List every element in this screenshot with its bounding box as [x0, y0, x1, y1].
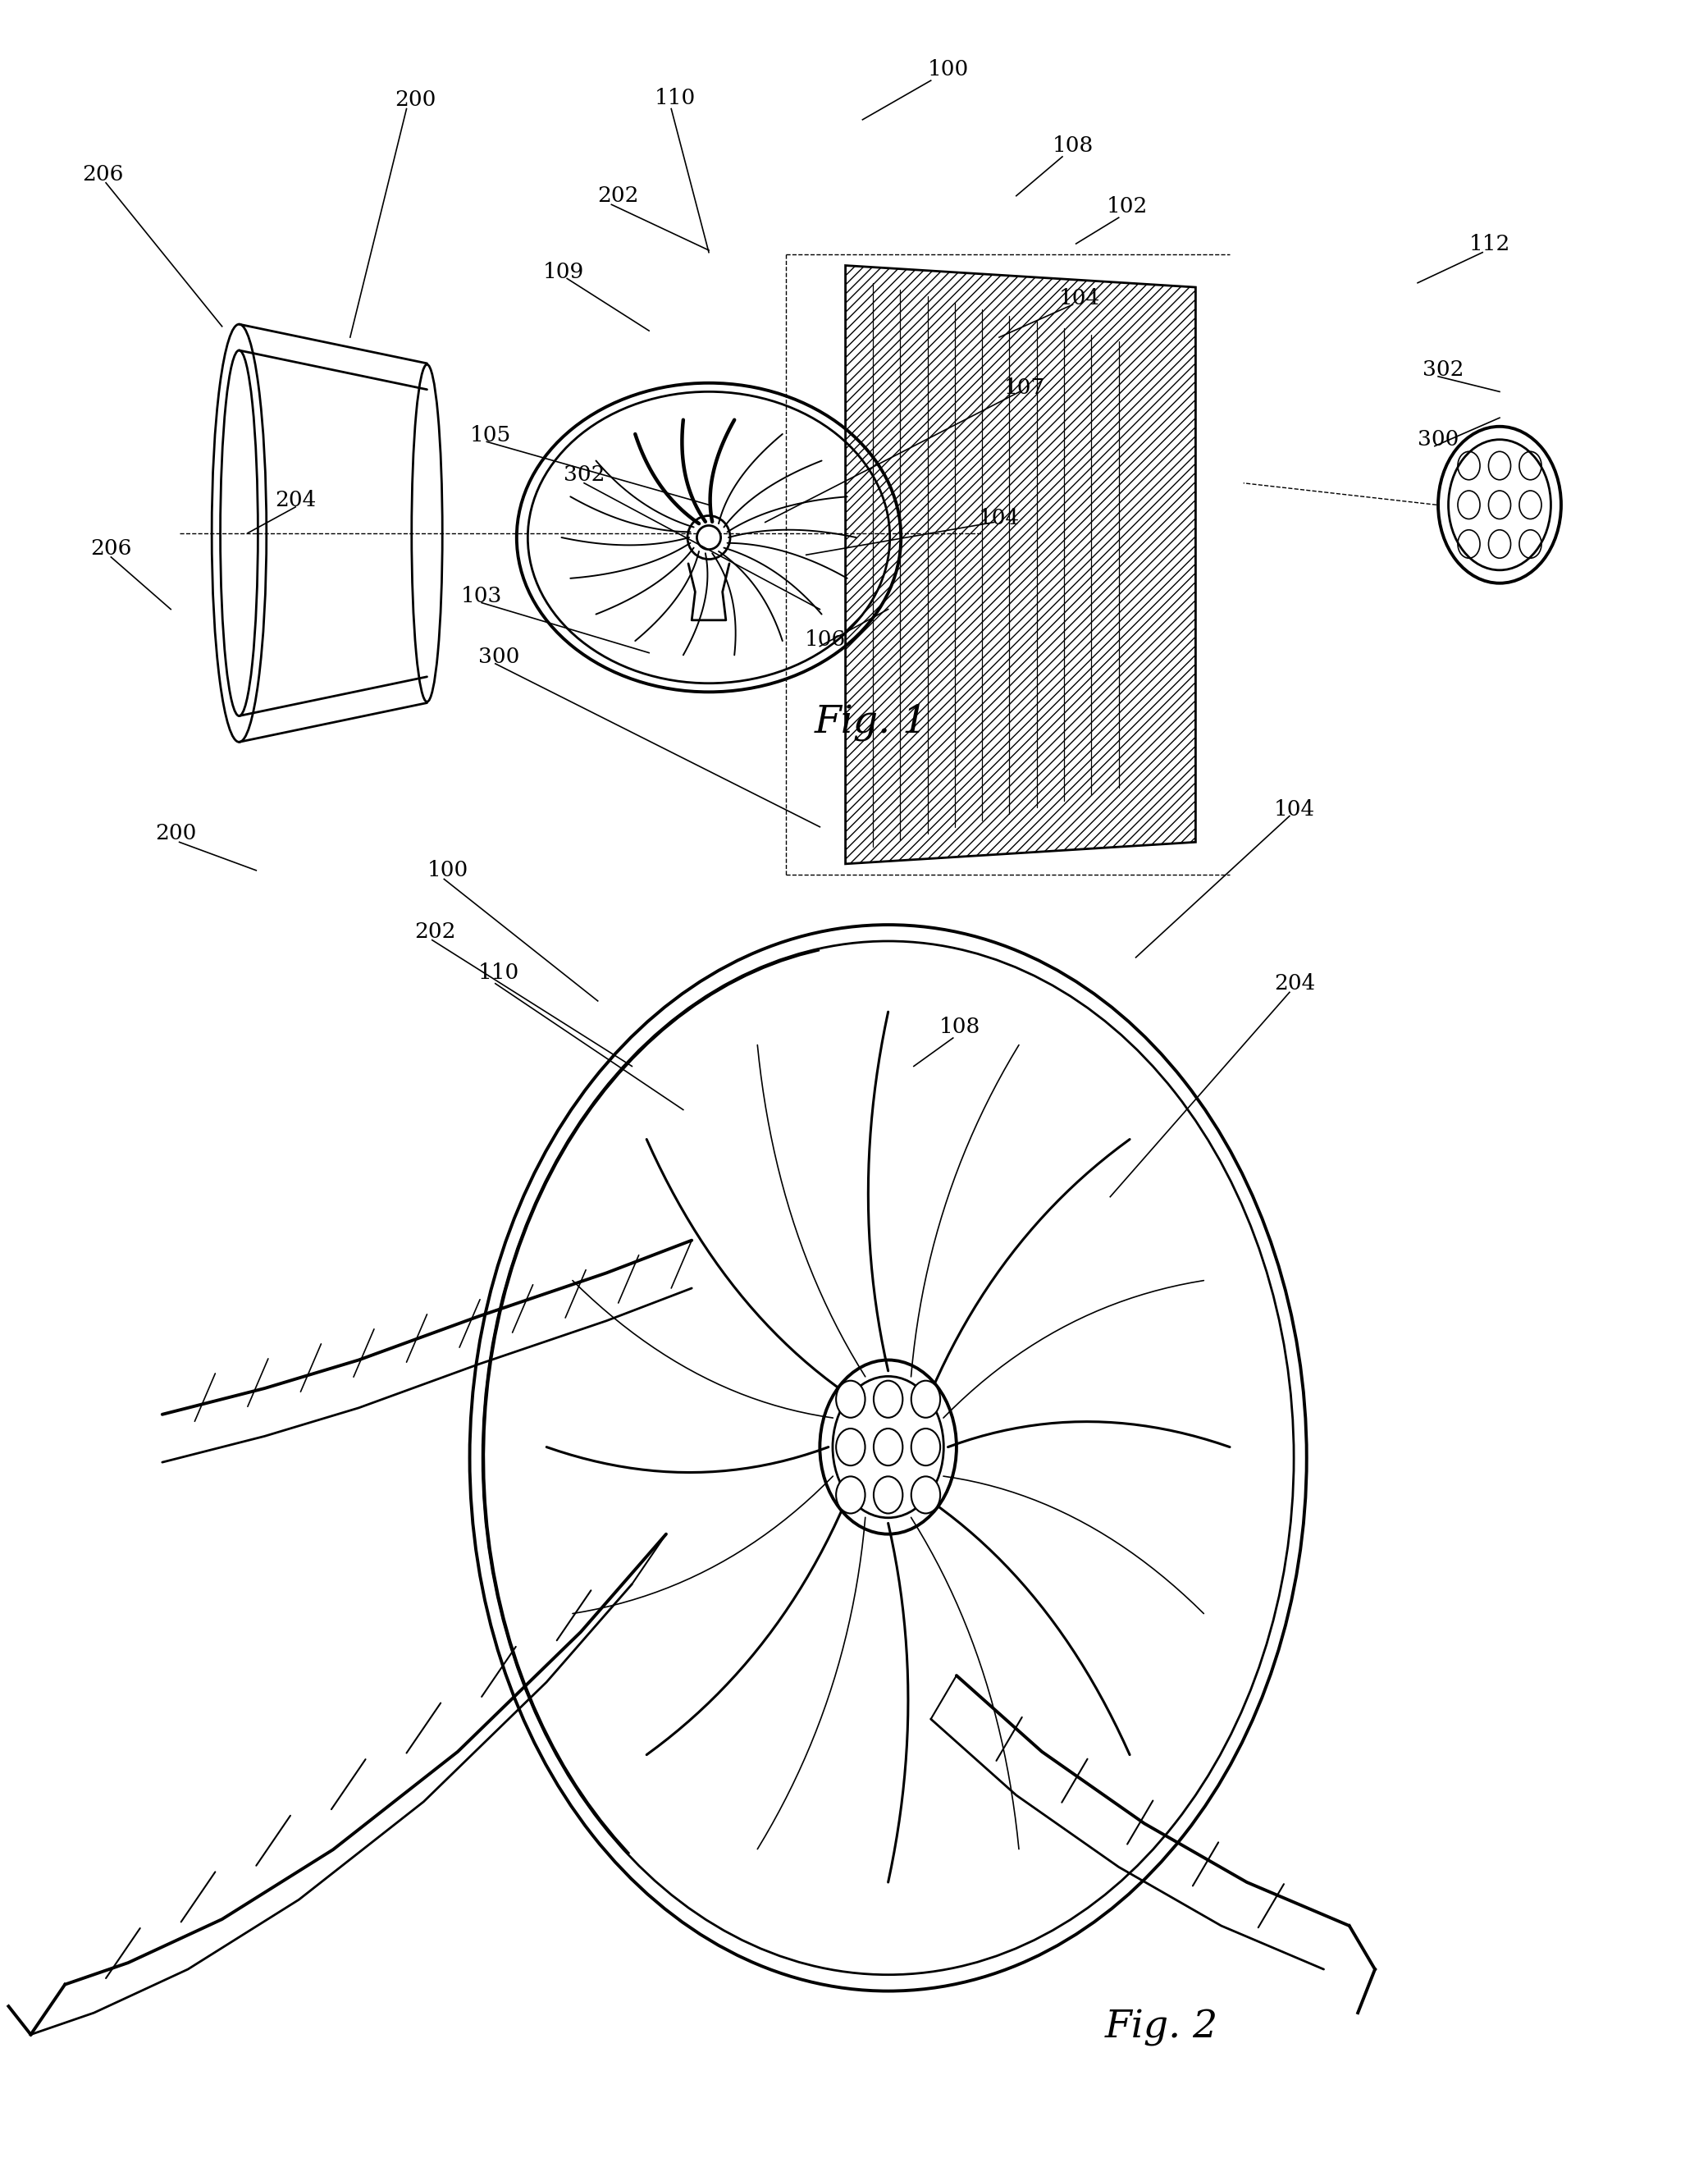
Ellipse shape: [697, 527, 721, 551]
Text: 204: 204: [275, 490, 316, 511]
Text: 108: 108: [1052, 135, 1093, 157]
Text: 104: 104: [1274, 799, 1315, 820]
Ellipse shape: [834, 1375, 943, 1519]
Ellipse shape: [912, 1427, 939, 1467]
Text: 105: 105: [470, 424, 511, 446]
Polygon shape: [845, 265, 1196, 864]
Text: 103: 103: [461, 585, 502, 607]
Ellipse shape: [874, 1427, 902, 1467]
Text: 204: 204: [1274, 973, 1315, 994]
Ellipse shape: [837, 1380, 864, 1419]
Ellipse shape: [837, 1475, 864, 1514]
Text: 110: 110: [654, 87, 695, 109]
Text: 206: 206: [82, 163, 123, 185]
Text: 302: 302: [1423, 359, 1464, 381]
Ellipse shape: [874, 1475, 902, 1514]
Text: 104: 104: [979, 507, 1020, 529]
Text: 302: 302: [564, 463, 605, 485]
Text: 206: 206: [91, 537, 132, 559]
Ellipse shape: [912, 1380, 939, 1419]
Text: 200: 200: [155, 823, 196, 844]
Text: 300: 300: [1418, 429, 1459, 450]
Text: 102: 102: [1107, 196, 1148, 218]
Text: 108: 108: [939, 1016, 980, 1038]
Ellipse shape: [874, 1380, 902, 1419]
Text: 104: 104: [1059, 287, 1100, 309]
Text: 100: 100: [927, 59, 968, 81]
Text: 107: 107: [1004, 376, 1045, 398]
Text: 110: 110: [478, 962, 519, 984]
Text: 112: 112: [1469, 233, 1510, 255]
Text: Fig. 1: Fig. 1: [815, 703, 927, 742]
Text: 109: 109: [543, 261, 584, 283]
Text: 202: 202: [415, 920, 456, 942]
Text: 300: 300: [478, 646, 519, 668]
Ellipse shape: [912, 1475, 939, 1514]
Ellipse shape: [1448, 440, 1551, 570]
Text: 100: 100: [427, 860, 468, 881]
Text: 106: 106: [804, 629, 845, 651]
Ellipse shape: [483, 940, 1295, 1976]
Text: 200: 200: [395, 89, 436, 111]
Text: Fig. 2: Fig. 2: [1105, 2008, 1218, 2048]
Ellipse shape: [837, 1427, 864, 1467]
Text: 202: 202: [598, 185, 639, 207]
